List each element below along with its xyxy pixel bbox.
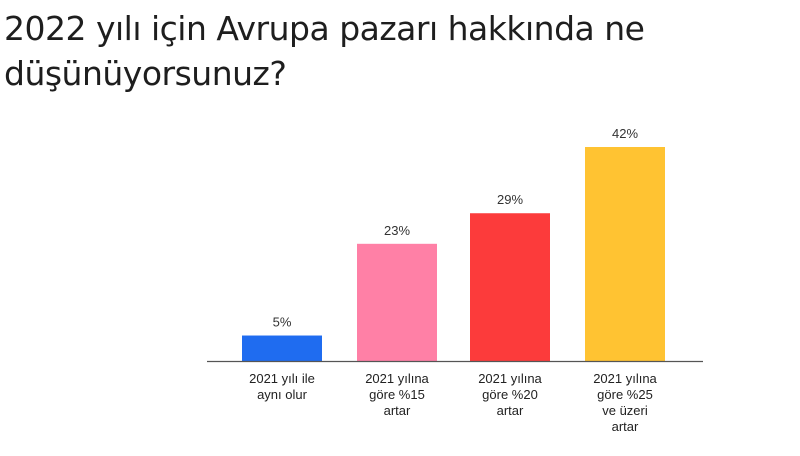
chart-title: 2022 yılı için Avrupa pazarı hakkında ne… [4, 6, 784, 96]
value-label-1: 5% [273, 315, 292, 330]
chart-title-line-2: düşünüyorsunuz? [4, 54, 287, 93]
bar-2 [357, 243, 437, 361]
value-label-2: 23% [384, 223, 410, 238]
bar-1 [242, 335, 322, 361]
value-label-3: 29% [497, 192, 523, 207]
value-label-4: 42% [612, 126, 638, 141]
chart-title-line-1: 2022 yılı için Avrupa pazarı hakkında ne [4, 9, 645, 48]
bar-4 [585, 147, 665, 361]
bar-3 [470, 213, 550, 361]
category-label-3: 2021 yılına göre %20 artar [478, 371, 542, 418]
category-label-1: 2021 yılı ile aynı olur [249, 371, 315, 402]
category-label-4: 2021 yılına göre %25 ve üzeri artar [593, 371, 657, 434]
category-label-2: 2021 yılına göre %15 artar [365, 371, 429, 418]
